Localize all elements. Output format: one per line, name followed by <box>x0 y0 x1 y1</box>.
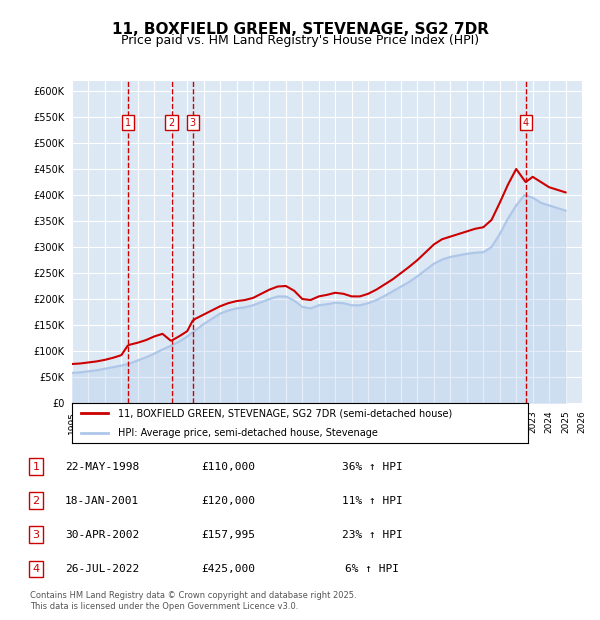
Text: Contains HM Land Registry data © Crown copyright and database right 2025.
This d: Contains HM Land Registry data © Crown c… <box>30 591 356 611</box>
Text: 4: 4 <box>32 564 40 574</box>
Text: 3: 3 <box>32 529 40 540</box>
Text: 36% ↑ HPI: 36% ↑ HPI <box>341 461 403 472</box>
Text: £425,000: £425,000 <box>201 564 255 574</box>
Text: Price paid vs. HM Land Registry's House Price Index (HPI): Price paid vs. HM Land Registry's House … <box>121 34 479 47</box>
Text: 18-JAN-2001: 18-JAN-2001 <box>65 495 139 506</box>
Text: 2: 2 <box>32 495 40 506</box>
Text: 11% ↑ HPI: 11% ↑ HPI <box>341 495 403 506</box>
Text: 4: 4 <box>523 118 529 128</box>
Text: 2: 2 <box>169 118 175 128</box>
Text: £120,000: £120,000 <box>201 495 255 506</box>
Text: 22-MAY-1998: 22-MAY-1998 <box>65 461 139 472</box>
Text: 30-APR-2002: 30-APR-2002 <box>65 529 139 540</box>
Text: 11, BOXFIELD GREEN, STEVENAGE, SG2 7DR: 11, BOXFIELD GREEN, STEVENAGE, SG2 7DR <box>112 22 488 37</box>
Text: £157,995: £157,995 <box>201 529 255 540</box>
Text: 11, BOXFIELD GREEN, STEVENAGE, SG2 7DR (semi-detached house): 11, BOXFIELD GREEN, STEVENAGE, SG2 7DR (… <box>118 408 452 418</box>
Text: 3: 3 <box>190 118 196 128</box>
Text: 1: 1 <box>32 461 40 472</box>
Text: 23% ↑ HPI: 23% ↑ HPI <box>341 529 403 540</box>
Text: £110,000: £110,000 <box>201 461 255 472</box>
Text: 1: 1 <box>125 118 131 128</box>
Text: 26-JUL-2022: 26-JUL-2022 <box>65 564 139 574</box>
Text: 6% ↑ HPI: 6% ↑ HPI <box>345 564 399 574</box>
Text: HPI: Average price, semi-detached house, Stevenage: HPI: Average price, semi-detached house,… <box>118 428 377 438</box>
